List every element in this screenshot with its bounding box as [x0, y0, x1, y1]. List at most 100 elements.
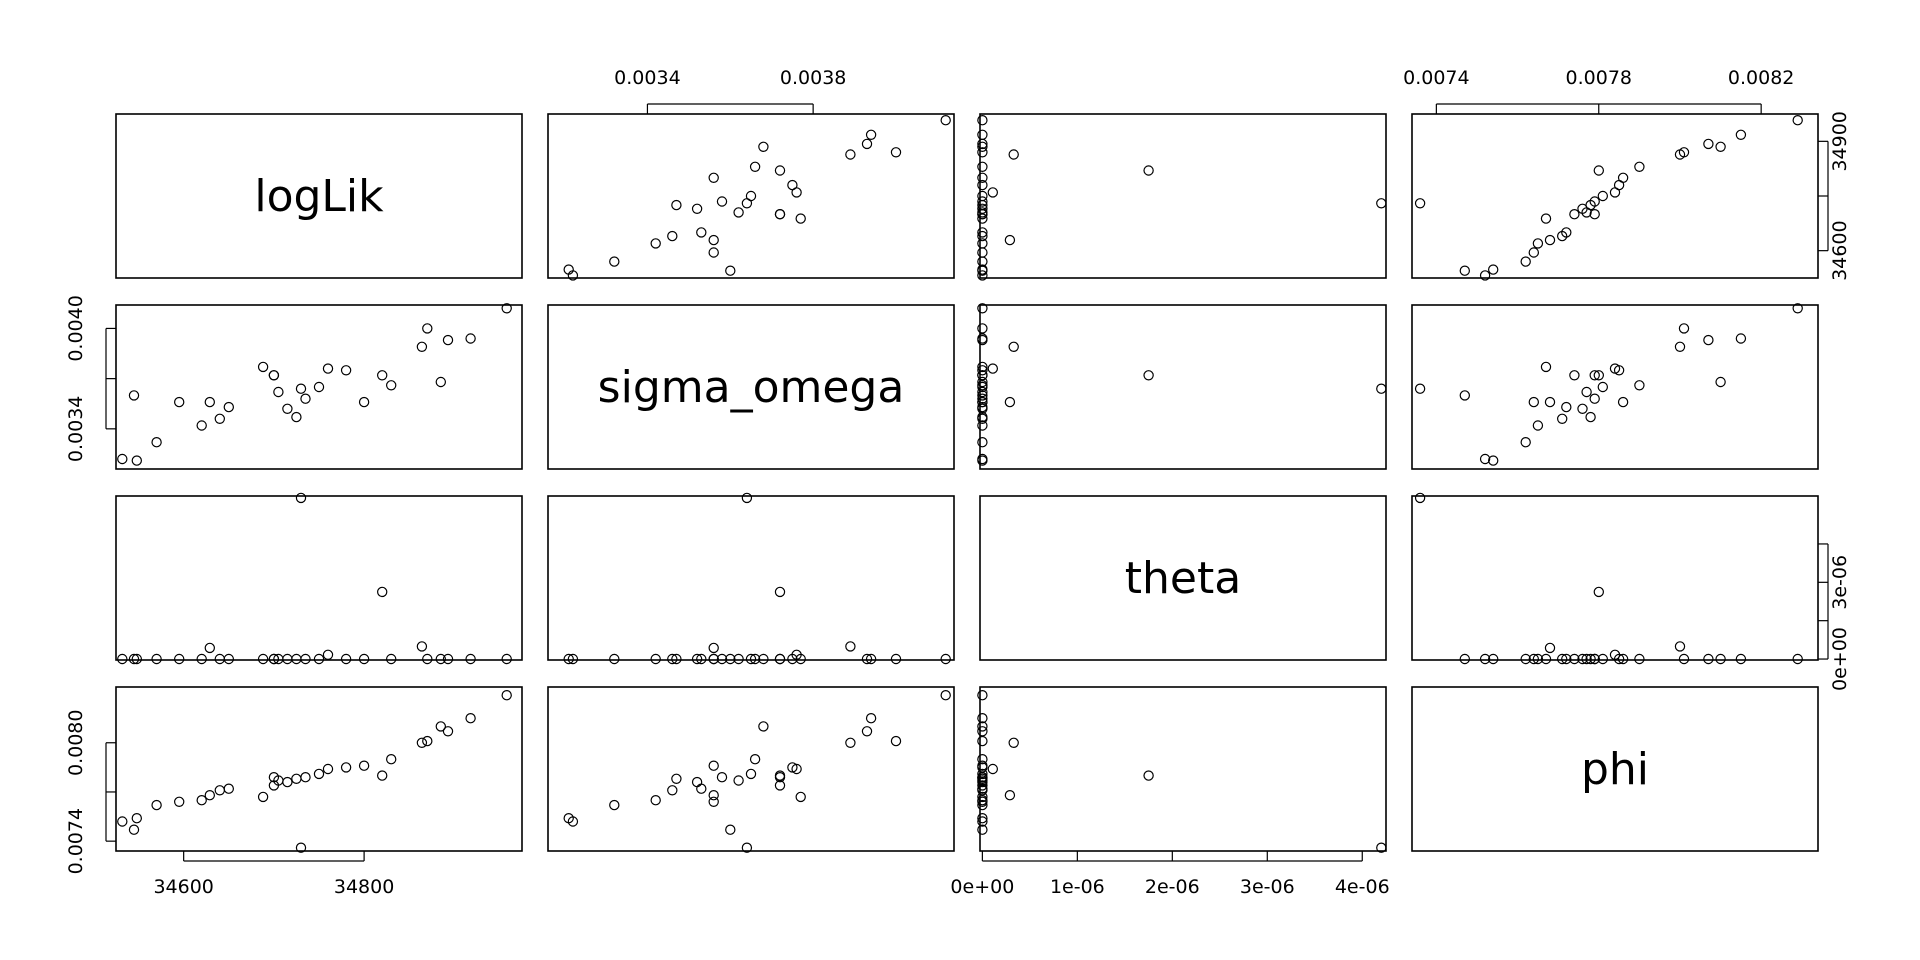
point-phi-vs-theta-11	[977, 768, 988, 780]
point-phi-vs-sigma-omega-19	[708, 790, 719, 801]
point-theta-vs-loglik-0	[501, 653, 512, 665]
point-phi-vs-sigma-omega-10	[791, 763, 802, 775]
tick-label-right-loglik-2: 34900	[1829, 111, 1851, 171]
point-loglik-vs-sigma-omega-15	[733, 207, 744, 218]
point-theta-vs-sigma-omega-1	[865, 653, 877, 665]
point-loglik-vs-sigma-omega-1	[865, 129, 877, 140]
point-theta-vs-sigma-omega-12	[716, 653, 728, 665]
point-sigma-omega-vs-theta-17	[977, 361, 988, 373]
point-loglik-vs-theta-26	[977, 230, 988, 242]
point-sigma-omega-vs-loglik-27	[151, 437, 162, 448]
point-loglik-vs-phi-2	[1703, 138, 1714, 150]
point-theta-vs-sigma-omega-7	[774, 586, 786, 598]
point-theta-vs-loglik-28	[196, 653, 207, 665]
point-phi-vs-sigma-omega-1	[865, 713, 877, 724]
point-theta-vs-loglik-7	[377, 586, 388, 598]
point-phi-vs-loglik-17	[257, 791, 269, 803]
point-phi-vs-sigma-omega-24	[741, 842, 753, 853]
point-theta-vs-loglik-5	[416, 641, 428, 652]
point-theta-vs-phi-3	[1678, 653, 1690, 665]
point-phi-vs-loglik-23	[128, 824, 140, 835]
point-sigma-omega-vs-loglik-4	[435, 376, 446, 388]
point-phi-vs-theta-0	[977, 690, 988, 701]
point-theta-vs-sigma-omega-28	[650, 653, 661, 665]
point-theta-vs-phi-26	[1556, 653, 1568, 665]
point-loglik-vs-phi-4	[1715, 141, 1726, 152]
point-theta-vs-phi-24	[1414, 492, 1426, 504]
point-loglik-vs-sigma-omega-5	[845, 149, 856, 160]
point-phi-vs-theta-1	[977, 713, 988, 724]
point-loglik-vs-phi-26	[1556, 230, 1568, 242]
point-loglik-vs-theta-9	[977, 179, 988, 191]
point-phi-vs-loglik-24	[295, 842, 307, 853]
point-phi-vs-sigma-omega-5	[845, 737, 856, 749]
point-loglik-vs-phi-10	[1609, 187, 1621, 198]
point-phi-vs-loglik-11	[313, 768, 325, 780]
point-theta-vs-phi-0	[1792, 653, 1803, 665]
point-sigma-omega-vs-loglik-24	[295, 383, 307, 394]
point-theta-vs-sigma-omega-15	[733, 653, 744, 665]
point-sigma-omega-vs-phi-21	[1487, 455, 1499, 466]
point-loglik-vs-theta-0	[977, 114, 988, 126]
point-sigma-omega-vs-loglik-17	[257, 361, 269, 373]
point-loglik-vs-phi-6	[1634, 161, 1645, 172]
point-loglik-vs-sigma-omega-8	[708, 172, 719, 183]
point-phi-vs-theta-26	[977, 785, 988, 796]
point-loglik-vs-theta-24	[1376, 198, 1387, 209]
point-sigma-omega-vs-phi-2	[1703, 334, 1714, 346]
point-phi-vs-sigma-omega-23	[725, 824, 736, 835]
point-phi-vs-theta-22	[977, 816, 988, 827]
point-phi-vs-loglik-26	[214, 785, 225, 796]
point-sigma-omega-vs-theta-0	[977, 303, 988, 314]
point-sigma-omega-vs-phi-10	[1609, 363, 1621, 374]
tick-label-left-sigma-omega-0: 0.0034	[65, 396, 87, 462]
point-sigma-omega-vs-loglik-22	[117, 453, 128, 465]
point-loglik-vs-sigma-omega-28	[650, 238, 661, 249]
point-theta-vs-sigma-omega-21	[563, 653, 574, 665]
tick-label-bottom-loglik-1: 34800	[334, 876, 394, 898]
point-phi-vs-theta-23	[977, 824, 988, 835]
point-theta-vs-sigma-omega-6	[749, 653, 761, 665]
tick-label-top-phi-0: 0.0074	[1403, 67, 1469, 89]
point-theta-vs-sigma-omega-14	[691, 653, 703, 665]
point-phi-vs-theta-24	[1376, 842, 1387, 853]
point-theta-vs-phi-2	[1703, 653, 1714, 665]
point-loglik-vs-theta-25	[977, 208, 988, 220]
point-loglik-vs-phi-7	[1593, 165, 1605, 176]
point-phi-vs-loglik-10	[322, 763, 334, 775]
point-phi-vs-loglik-12	[300, 772, 311, 783]
point-sigma-omega-vs-theta-11	[977, 381, 988, 393]
point-loglik-vs-theta-22	[977, 270, 988, 281]
point-loglik-vs-sigma-omega-4	[758, 141, 769, 152]
point-sigma-omega-vs-theta-20	[977, 396, 988, 408]
point-phi-vs-loglik-6	[386, 754, 397, 765]
point-sigma-omega-vs-loglik-20	[173, 396, 185, 408]
point-theta-vs-loglik-24	[295, 492, 307, 504]
point-sigma-omega-vs-loglik-12	[300, 393, 311, 404]
point-loglik-vs-sigma-omega-10	[791, 187, 802, 198]
point-theta-vs-sigma-omega-25	[774, 653, 786, 665]
point-phi-vs-loglik-19	[204, 790, 215, 801]
panel-frame-sigma-omega-vs-loglik	[115, 304, 523, 470]
point-loglik-vs-sigma-omega-25	[774, 208, 786, 220]
point-phi-vs-loglik-18	[223, 783, 234, 794]
diagonal-label-phi: phi	[1581, 744, 1649, 795]
tick-label-right-loglik-0: 34600	[1829, 220, 1851, 280]
point-loglik-vs-sigma-omega-12	[716, 196, 728, 207]
tick-label-bottom-theta-3: 3e-06	[1240, 876, 1295, 898]
point-phi-vs-sigma-omega-15	[733, 775, 744, 786]
point-loglik-vs-theta-20	[977, 247, 988, 258]
point-sigma-omega-vs-theta-5	[1008, 341, 1019, 352]
tick-label-top-sigma-omega-1: 0.0038	[780, 67, 846, 89]
point-theta-vs-loglik-27	[151, 653, 162, 665]
point-theta-vs-loglik-12	[300, 653, 311, 665]
panel-frame-theta-vs-theta	[979, 495, 1387, 661]
point-loglik-vs-phi-11	[1597, 190, 1609, 202]
point-loglik-vs-theta-5	[1008, 149, 1019, 160]
point-sigma-omega-vs-theta-3	[977, 323, 988, 334]
point-sigma-omega-vs-theta-23	[977, 390, 988, 401]
point-sigma-omega-vs-theta-10	[987, 363, 999, 374]
point-theta-vs-loglik-20	[173, 653, 185, 665]
point-theta-vs-phi-15	[1581, 653, 1592, 665]
point-sigma-omega-vs-phi-7	[1593, 370, 1605, 381]
